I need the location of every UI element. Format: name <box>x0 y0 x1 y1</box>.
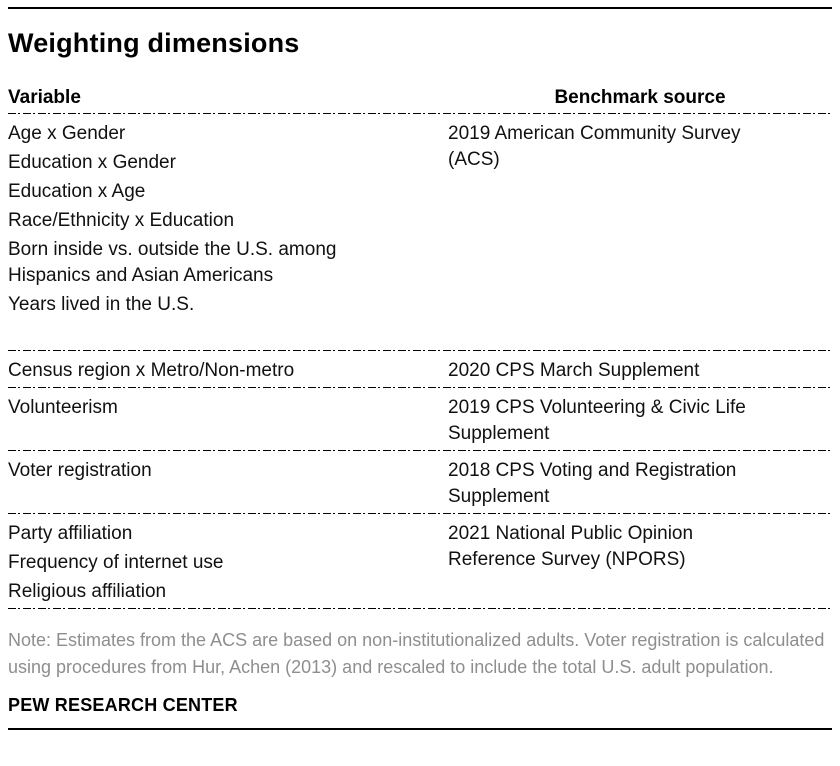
variable-cell: Age x Gender Education x Gender Education … <box>8 121 448 318</box>
variable-item: Census region x Metro/Non-metro <box>8 358 448 384</box>
column-header-variable: Variable <box>8 87 81 108</box>
benchmark-line: 2018 CPS Voting and Registration <box>448 460 737 481</box>
variable-item: Frequency of internet use <box>8 550 448 576</box>
variable-item: Party affiliation <box>8 521 448 547</box>
variable-cell: Party affiliation Frequency of internet u… <box>8 521 448 605</box>
column-header-benchmark: Benchmark source <box>554 87 726 108</box>
table-row: Age x Gender Education x Gender Education … <box>8 114 832 351</box>
variable-cell: Voter registration <box>8 458 448 510</box>
variable-item: Education x Gender <box>8 150 448 176</box>
variable-line: Born inside vs. outside the U.S. among <box>8 239 337 260</box>
benchmark-cell: 2019 CPS Volunteering & Civic Life Supple… <box>448 395 832 447</box>
benchmark-line: 2020 CPS March Supplement <box>448 360 700 381</box>
variable-cell: Census region x Metro/Non-metro <box>8 358 448 384</box>
page-title: Weighting dimensions <box>8 28 300 58</box>
variable-line: Age x Gender <box>8 123 126 144</box>
table-row: Voter registration 2018 CPS Voting and Re… <box>8 451 832 514</box>
benchmark-line: Supplement <box>448 423 550 444</box>
variable-line: Education x Age <box>8 181 146 202</box>
variable-line: Census region x Metro/Non-metro <box>8 360 295 381</box>
benchmark-line: Reference Survey (NPORS) <box>448 549 686 570</box>
variable-line: Years lived in the U.S. <box>8 294 195 315</box>
variable-item: Education x Age <box>8 179 448 205</box>
variable-line: Volunteerism <box>8 397 118 418</box>
benchmark-line: 2021 National Public Opinion <box>448 523 694 544</box>
variable-item: Age x Gender <box>8 121 448 147</box>
source-label: PEW RESEARCH CENTER <box>8 695 238 715</box>
benchmark-line: 2019 CPS Volunteering & Civic Life <box>448 397 746 418</box>
variable-item: Years lived in the U.S. <box>8 292 448 318</box>
table-row: Party affiliation Frequency of internet u… <box>8 514 832 609</box>
note-text: Note: Estimates from the ACS are based o… <box>8 630 825 677</box>
benchmark-line: Supplement <box>448 486 550 507</box>
top-rule <box>8 7 832 9</box>
table-body: Age x Gender Education x Gender Education … <box>8 114 832 609</box>
variable-item: Born inside vs. outside the U.S. among Hi… <box>8 237 448 289</box>
benchmark-cell: 2020 CPS March Supplement <box>448 358 832 384</box>
benchmark-cell: 2019 American Community Survey (ACS) <box>448 121 832 318</box>
variable-item: Race/Ethnicity x Education <box>8 208 448 234</box>
table-row: Volunteerism 2019 CPS Volunteering & Civi… <box>8 388 832 451</box>
variable-line: Frequency of internet use <box>8 552 224 573</box>
variable-line: Voter registration <box>8 460 152 481</box>
benchmark-cell: 2018 CPS Voting and Registration Suppleme… <box>448 458 832 510</box>
table-row: Census region x Metro/Non-metro 2020 CPS … <box>8 351 832 388</box>
table-header-row: Variable Benchmark source <box>8 87 832 114</box>
variable-item: Volunteerism <box>8 395 448 421</box>
variable-line: Race/Ethnicity x Education <box>8 210 235 231</box>
variable-item: Voter registration <box>8 458 448 484</box>
variable-line: Party affiliation <box>8 523 133 544</box>
variable-cell: Volunteerism <box>8 395 448 447</box>
variable-line: Education x Gender <box>8 152 176 173</box>
variable-item: Religious affiliation <box>8 579 448 605</box>
variable-line: Hispanics and Asian Americans <box>8 265 274 286</box>
benchmark-line: (ACS) <box>448 149 500 170</box>
variable-line: Religious affiliation <box>8 581 167 602</box>
benchmark-line: 2019 American Community Survey <box>448 123 741 144</box>
bottom-rule <box>8 728 832 730</box>
benchmark-cell: 2021 National Public Opinion Reference Su… <box>448 521 832 605</box>
